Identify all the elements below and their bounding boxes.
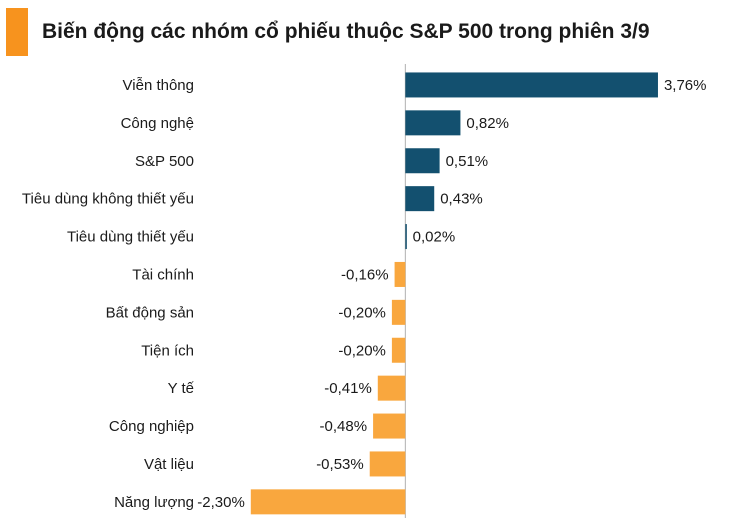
- bar: [391, 337, 406, 363]
- value-label: 0,02%: [413, 229, 456, 246]
- category-label: Viễn thông: [123, 77, 194, 94]
- value-label: 0,43%: [440, 191, 483, 208]
- bar: [391, 299, 406, 325]
- value-label: -0,20%: [338, 304, 386, 321]
- category-label: Vật liệu: [144, 456, 194, 473]
- value-label: 0,51%: [446, 153, 489, 170]
- value-label: 3,76%: [664, 77, 707, 94]
- bar: [405, 224, 407, 250]
- category-label: Tài chính: [132, 266, 194, 283]
- category-label: Tiện ích: [141, 342, 194, 359]
- value-label: -0,48%: [320, 418, 368, 435]
- bar: [369, 451, 406, 477]
- category-label: Tiêu dùng thiết yếu: [67, 229, 194, 246]
- chart-title: Biến động các nhóm cổ phiếu thuộc S&P 50…: [42, 20, 650, 43]
- category-label: Năng lượng: [114, 494, 194, 511]
- bar: [373, 413, 406, 439]
- bar: [405, 110, 461, 136]
- category-label: S&P 500: [135, 153, 194, 170]
- category-label: Bất động sản: [106, 304, 194, 321]
- bar: [250, 489, 406, 515]
- value-label: -0,16%: [341, 266, 389, 283]
- title-accent-bar: [6, 8, 28, 56]
- value-label: 0,82%: [466, 115, 509, 132]
- value-label: -0,41%: [324, 380, 372, 397]
- category-label: Công nghiệp: [109, 418, 194, 435]
- value-label: -0,53%: [316, 456, 364, 473]
- bar: [394, 261, 406, 287]
- value-label: -0,20%: [338, 342, 386, 359]
- category-label: Công nghệ: [121, 115, 194, 132]
- bar: [405, 186, 435, 212]
- title-bar: Biến động các nhóm cổ phiếu thuộc S&P 50…: [6, 8, 650, 56]
- category-label: Y tế: [168, 380, 195, 397]
- bar: [405, 72, 658, 98]
- bar: [377, 375, 406, 401]
- category-label: Tiêu dùng không thiết yếu: [22, 191, 194, 208]
- value-label: -2,30%: [197, 494, 245, 511]
- bar: [405, 148, 440, 174]
